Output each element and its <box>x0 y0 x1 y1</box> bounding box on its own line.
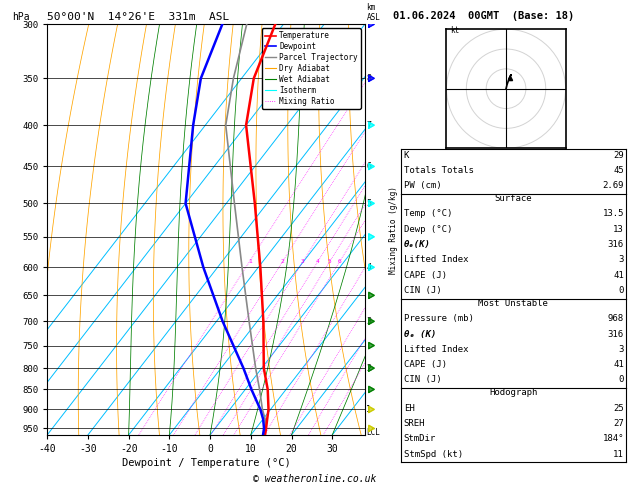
Text: 13.5: 13.5 <box>603 209 624 219</box>
Text: 50°00'N  14°26'E  331m  ASL: 50°00'N 14°26'E 331m ASL <box>47 12 230 22</box>
Text: Surface: Surface <box>494 194 532 203</box>
Text: 3: 3 <box>618 345 624 354</box>
Text: 2.69: 2.69 <box>603 181 624 191</box>
Text: 41: 41 <box>613 360 624 369</box>
Text: 316: 316 <box>608 240 624 249</box>
Text: 184°: 184° <box>603 434 624 443</box>
Text: StmSpd (kt): StmSpd (kt) <box>404 450 463 459</box>
Text: PW (cm): PW (cm) <box>404 181 442 191</box>
Polygon shape <box>369 21 374 27</box>
Text: 13: 13 <box>613 225 624 234</box>
Legend: Temperature, Dewpoint, Parcel Trajectory, Dry Adiabat, Wet Adiabat, Isotherm, Mi: Temperature, Dewpoint, Parcel Trajectory… <box>262 28 361 109</box>
Text: 45: 45 <box>613 166 624 175</box>
Text: © weatheronline.co.uk: © weatheronline.co.uk <box>253 473 376 484</box>
Text: 316: 316 <box>608 330 624 339</box>
Text: 4: 4 <box>316 259 320 264</box>
Text: 2: 2 <box>367 364 371 373</box>
Text: Temp (°C): Temp (°C) <box>404 209 452 219</box>
Text: θₑ (K): θₑ (K) <box>404 330 436 339</box>
X-axis label: Dewpoint / Temperature (°C): Dewpoint / Temperature (°C) <box>121 458 291 468</box>
Text: Lifted Index: Lifted Index <box>404 345 469 354</box>
Text: Most Unstable: Most Unstable <box>478 299 548 308</box>
Text: 1: 1 <box>367 405 371 414</box>
Text: CIN (J): CIN (J) <box>404 375 442 384</box>
Polygon shape <box>369 234 374 240</box>
Text: 25: 25 <box>613 403 624 413</box>
Text: 27: 27 <box>613 419 624 428</box>
Polygon shape <box>369 343 374 348</box>
Polygon shape <box>369 292 374 298</box>
Text: 6: 6 <box>338 259 342 264</box>
Text: 11: 11 <box>613 450 624 459</box>
Text: 8: 8 <box>367 74 371 83</box>
Text: kt: kt <box>450 26 460 35</box>
Text: 0: 0 <box>618 375 624 384</box>
Polygon shape <box>369 163 374 170</box>
Text: Dewp (°C): Dewp (°C) <box>404 225 452 234</box>
Text: LCL: LCL <box>367 428 381 436</box>
Text: θₑ(K): θₑ(K) <box>404 240 431 249</box>
Text: Lifted Index: Lifted Index <box>404 255 469 264</box>
Polygon shape <box>369 264 374 270</box>
Text: hPa: hPa <box>12 12 30 22</box>
Polygon shape <box>369 386 374 393</box>
Text: 29: 29 <box>613 151 624 160</box>
Polygon shape <box>369 200 374 207</box>
Text: 3: 3 <box>301 259 305 264</box>
Text: 968: 968 <box>608 314 624 323</box>
Text: 3: 3 <box>367 317 371 326</box>
Text: 01.06.2024  00GMT  (Base: 18): 01.06.2024 00GMT (Base: 18) <box>393 11 574 21</box>
Text: StmDir: StmDir <box>404 434 436 443</box>
Text: EH: EH <box>404 403 415 413</box>
Text: CAPE (J): CAPE (J) <box>404 271 447 280</box>
Text: 5: 5 <box>328 259 331 264</box>
Text: Pressure (mb): Pressure (mb) <box>404 314 474 323</box>
Text: K: K <box>404 151 409 160</box>
Text: CAPE (J): CAPE (J) <box>404 360 447 369</box>
Text: Mixing Ratio (g/kg): Mixing Ratio (g/kg) <box>389 186 398 274</box>
Text: 6: 6 <box>367 162 371 171</box>
Polygon shape <box>369 122 374 128</box>
Text: Hodograph: Hodograph <box>489 388 537 398</box>
Text: 3: 3 <box>618 255 624 264</box>
Polygon shape <box>369 425 374 432</box>
Text: 5: 5 <box>367 199 371 208</box>
Polygon shape <box>369 318 374 325</box>
Text: 4: 4 <box>367 263 371 272</box>
Text: Totals Totals: Totals Totals <box>404 166 474 175</box>
Polygon shape <box>369 365 374 371</box>
Text: 1: 1 <box>248 259 252 264</box>
Text: 0: 0 <box>618 286 624 295</box>
Text: CIN (J): CIN (J) <box>404 286 442 295</box>
Text: km
ASL: km ASL <box>367 3 381 22</box>
Text: SREH: SREH <box>404 419 425 428</box>
Text: 7: 7 <box>367 121 371 130</box>
Polygon shape <box>369 406 374 413</box>
Polygon shape <box>369 75 374 82</box>
Text: 41: 41 <box>613 271 624 280</box>
Text: 2: 2 <box>281 259 284 264</box>
